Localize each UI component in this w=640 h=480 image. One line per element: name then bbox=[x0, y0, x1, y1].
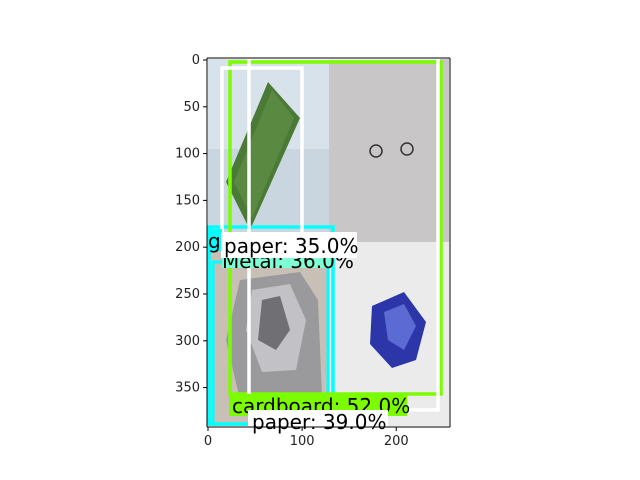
cardboard-mark-1 bbox=[369, 144, 383, 158]
blue-wrapper-highlight bbox=[384, 304, 416, 350]
paper-bottom-label-bg bbox=[248, 410, 388, 428]
y-tick-label: 300 bbox=[175, 334, 200, 349]
glass-label: g bbox=[208, 229, 221, 253]
paper-top-label: paper: 35.0% bbox=[224, 234, 358, 258]
x-tick-label: 200 bbox=[384, 434, 409, 449]
paper-top-label-bg bbox=[221, 232, 357, 258]
x-ticks: 0 100 200 bbox=[204, 427, 409, 449]
paper-bottom-label: paper: 39.0% bbox=[252, 410, 386, 434]
y-tick-label: 100 bbox=[175, 147, 200, 162]
glass-label-bg bbox=[208, 229, 222, 251]
detection-labels: g Metal: 36.0% paper: 35.0% cardboard: 5… bbox=[208, 229, 410, 434]
axes bbox=[206, 57, 451, 428]
y-ticks: 0 50 100 150 200 250 300 350 bbox=[175, 53, 207, 396]
y-tick-label: 200 bbox=[175, 240, 200, 255]
y-tick-label: 0 bbox=[192, 53, 200, 68]
y-tick-label: 250 bbox=[175, 287, 200, 302]
foil-shadow bbox=[258, 296, 290, 350]
y-tick-label: 150 bbox=[175, 193, 200, 208]
y-tick-label: 350 bbox=[175, 381, 200, 396]
y-tick-label: 50 bbox=[183, 100, 200, 115]
cardboard-mark-2 bbox=[400, 142, 414, 156]
top-right-panel bbox=[329, 59, 449, 242]
x-tick-label: 100 bbox=[290, 434, 315, 449]
x-tick-label: 0 bbox=[204, 434, 212, 449]
